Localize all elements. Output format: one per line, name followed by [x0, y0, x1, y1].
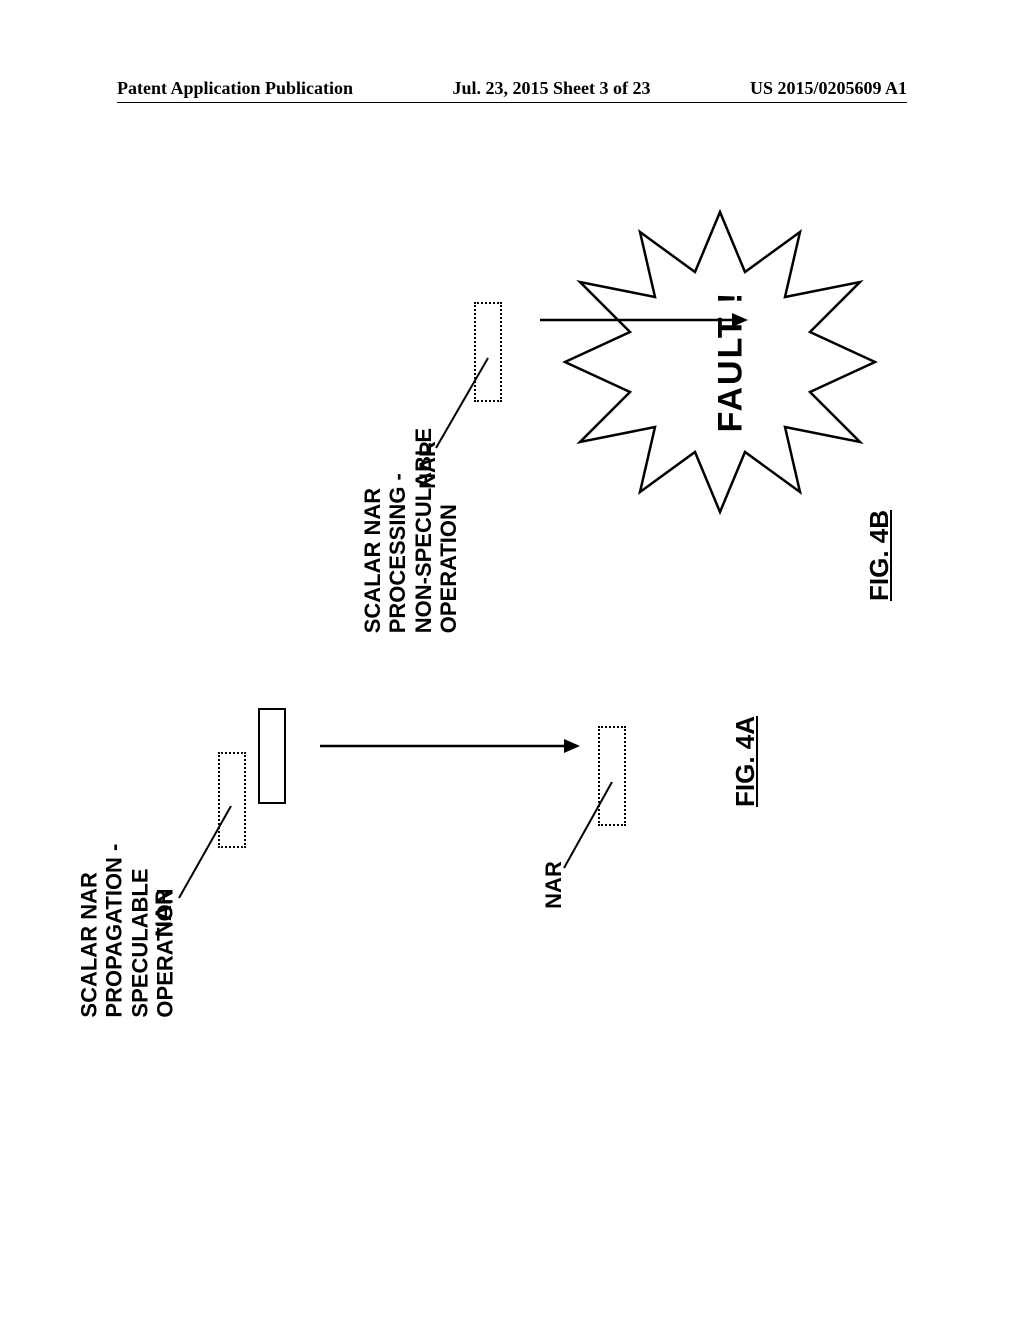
nar-label-4a-top: NAR	[151, 889, 177, 937]
leader-4a-bottom	[560, 778, 616, 872]
arrow-4a	[320, 736, 580, 756]
header-rule	[117, 102, 907, 103]
header-right: US 2015/0205609 A1	[750, 78, 907, 99]
header-center: Jul. 23, 2015 Sheet 3 of 23	[453, 78, 651, 99]
page-header: Patent Application Publication Jul. 23, …	[0, 78, 1024, 99]
header-left: Patent Application Publication	[117, 78, 353, 99]
caption-4b: FIG. 4B	[864, 510, 895, 601]
register-solid-4a-top	[258, 708, 286, 804]
section-label-4b: SCALAR NAR PROCESSING - NON-SPECULABLE O…	[360, 428, 461, 633]
caption-4a: FIG. 4A	[730, 716, 761, 807]
leader-4b-top	[432, 354, 492, 452]
leader-4a-top	[175, 802, 235, 902]
diagram-area: SCALAR NAR PROPAGATION - SPECULABLE OPER…	[0, 170, 1024, 1320]
fault-text: FAULT !	[711, 291, 750, 433]
